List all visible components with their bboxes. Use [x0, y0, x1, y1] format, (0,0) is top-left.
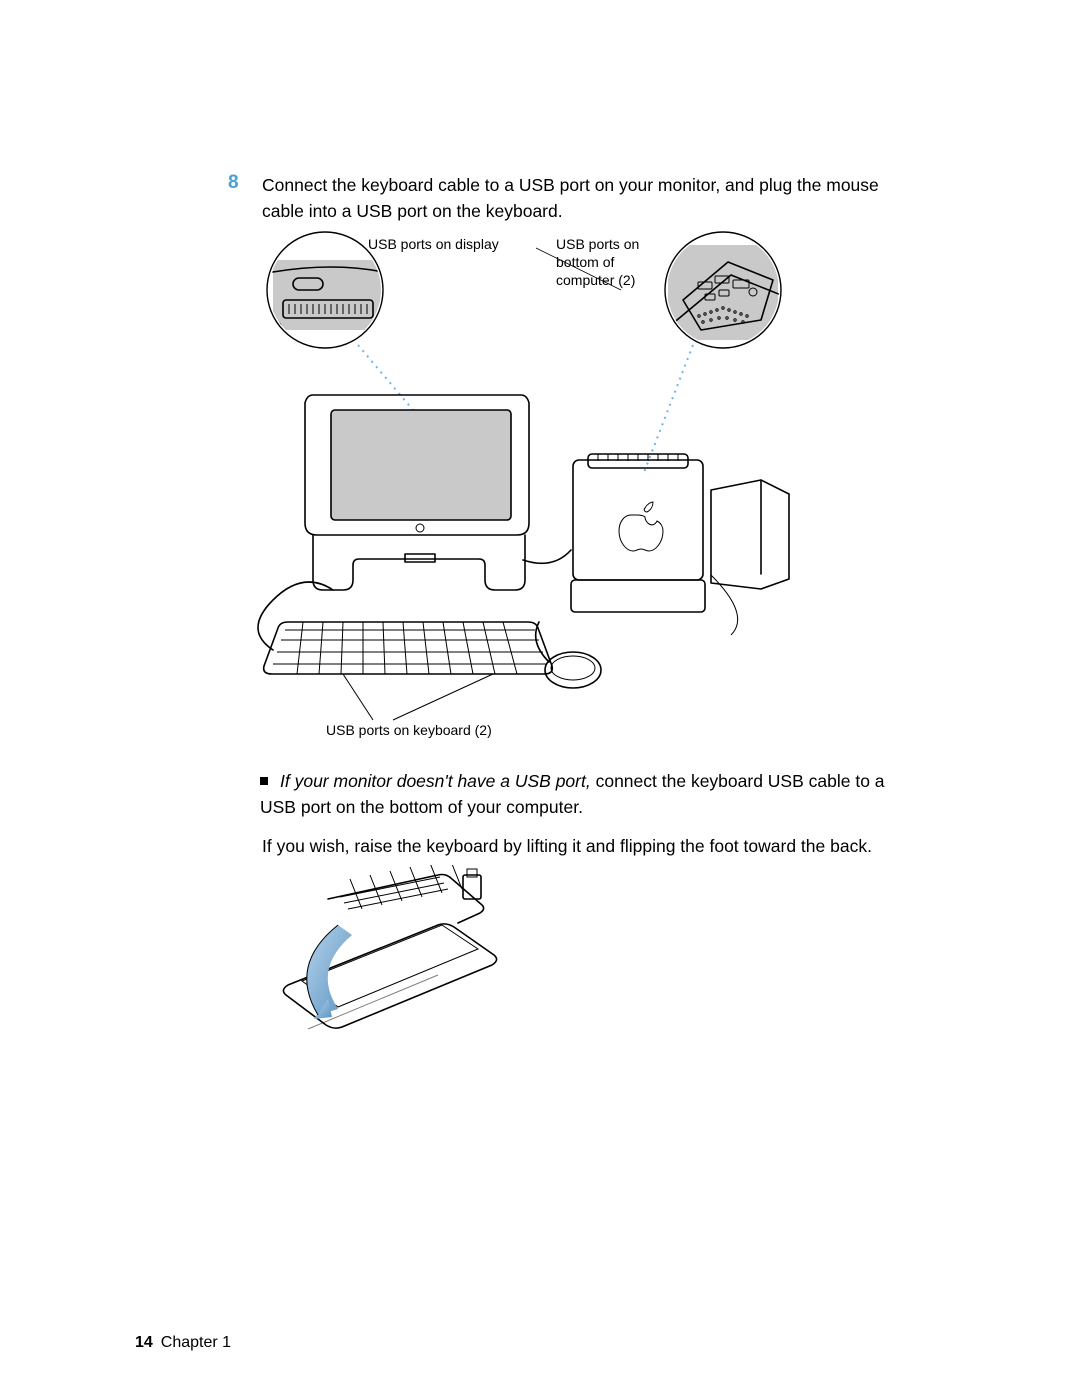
figure-keyboard-flip [258, 865, 518, 1065]
setup-illustration [253, 230, 823, 730]
callout-display-usb [267, 232, 383, 348]
step-number: 8 [228, 172, 239, 194]
page: 8 Connect the keyboard cable to a USB po… [0, 0, 1080, 1397]
callout-computer-usb [665, 232, 781, 348]
note-text: If you wish, raise the keyboard by lifti… [262, 833, 902, 859]
page-footer: 14 Chapter 1 [135, 1334, 231, 1352]
bullet-marker-icon [260, 777, 268, 785]
page-number: 14 [135, 1334, 153, 1351]
monitor-icon [305, 395, 529, 590]
step-text: Connect the keyboard cable to a USB port… [262, 172, 904, 224]
chapter-label: Chapter 1 [161, 1334, 231, 1351]
bullet-paragraph: If your monitor doesn't have a USB port,… [260, 768, 900, 820]
keyboard-flip-illustration [258, 865, 518, 1065]
bullet-italic: If your monitor doesn't have a USB port, [280, 771, 591, 791]
keyboard-icon [258, 582, 552, 674]
figure-setup [253, 230, 823, 730]
mouse-icon [536, 622, 601, 688]
power-adapter-icon [711, 480, 789, 635]
computer-cube-icon [571, 454, 705, 612]
